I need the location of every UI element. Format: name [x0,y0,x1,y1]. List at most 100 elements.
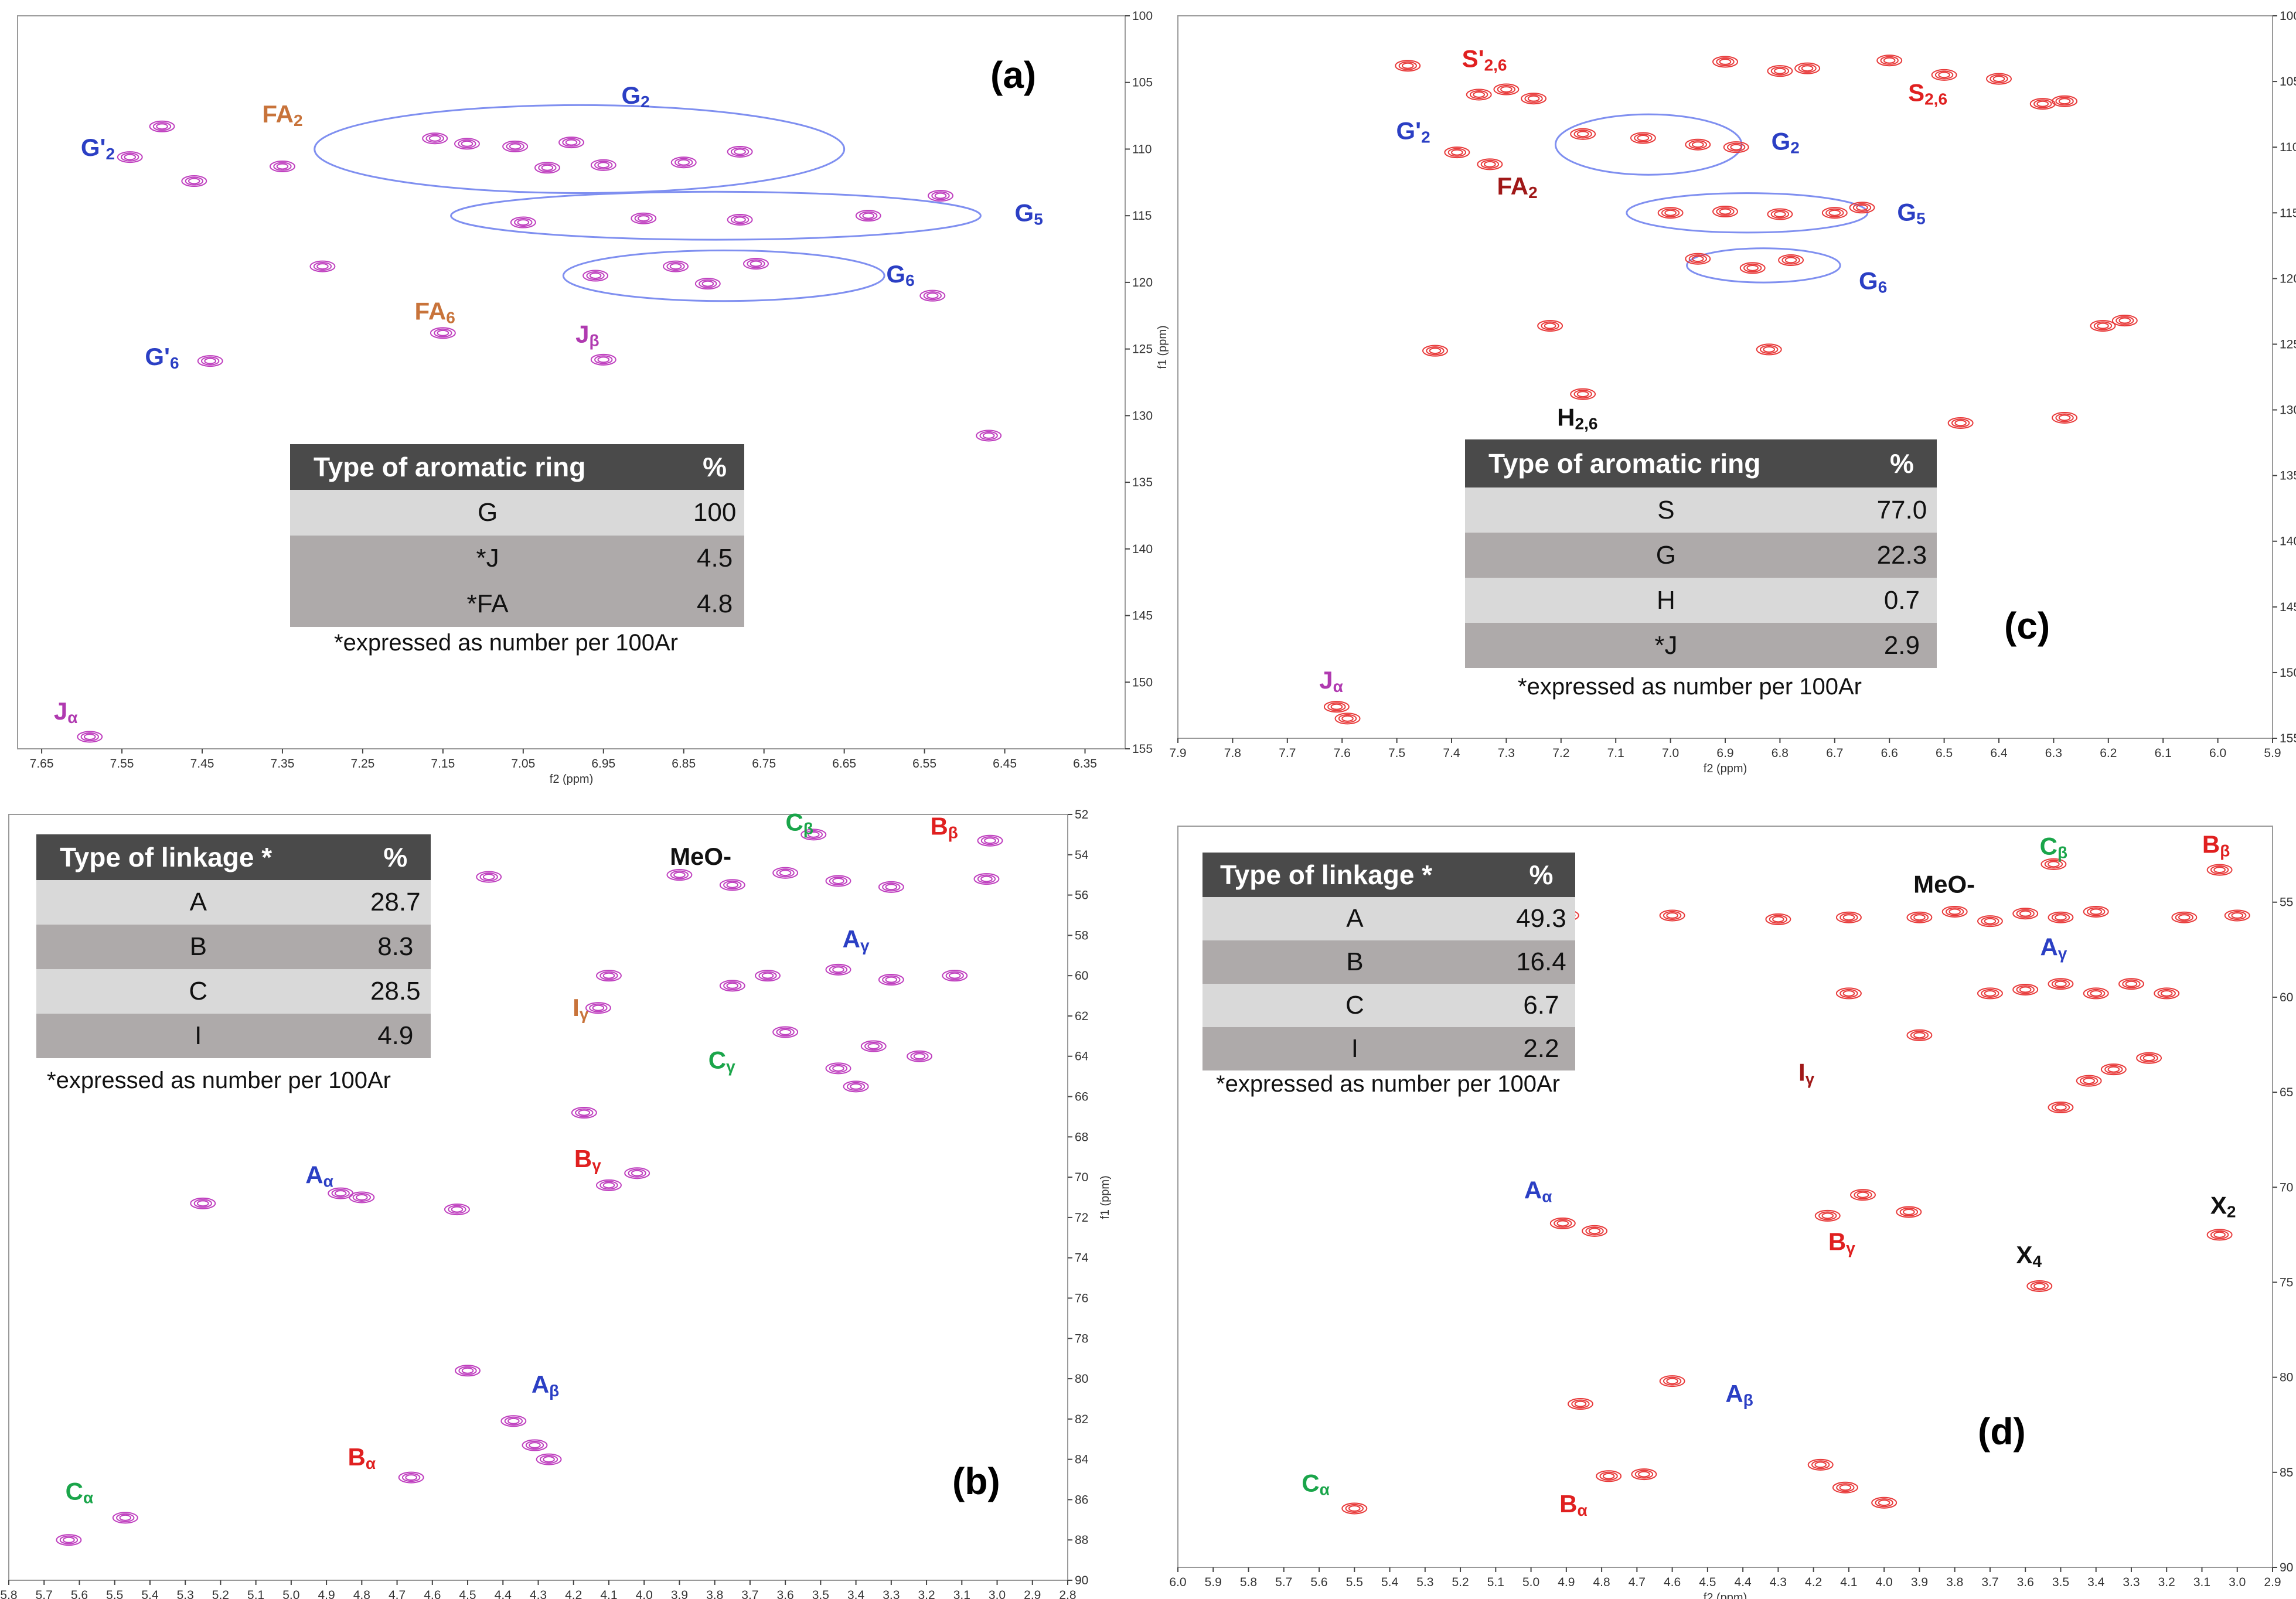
nmr-peak [181,175,207,187]
nmr-peak [1567,1398,1593,1410]
nmr-peak [500,1415,527,1427]
peak-label: MeO- [1913,871,1975,898]
table-d-footnote: *expressed as number per 100Ar [1216,1071,1560,1097]
x-tick-label: 4.4 [495,1588,512,1599]
table-c-header-type: Type of aromatic ring [1465,439,1867,487]
x-tick-label: 5.5 [1346,1576,1363,1589]
peak-label: Cβ [786,809,813,838]
region-ellipse-G5 [450,190,982,241]
nmr-peak [1395,60,1421,72]
y-tick-label: 52 [1075,808,1088,821]
x-tick-label: 5.3 [177,1588,194,1599]
x-tick-label: 4.7 [1629,1576,1646,1589]
nmr-peak [624,1167,650,1179]
y-tick-label: 84 [1075,1453,1089,1467]
table-a-cell: 4.5 [685,536,744,581]
table-a-cell: *J [290,536,686,581]
y-tick-label: 155 [1132,742,1153,756]
region-ellipse-G6 [1686,247,1841,284]
nmr-peak [582,270,609,282]
nmr-peak [719,980,745,992]
nmr-peak [1814,1209,1841,1222]
table-c-cell: *J [1465,623,1867,668]
nmr-peak [666,869,693,881]
nmr-peak [2090,320,2116,332]
y-tick-label: 80 [1075,1372,1088,1386]
x-tick-label: 7.1 [1607,746,1624,760]
nmr-peak [595,1179,622,1191]
nmr-peak [1596,1470,1622,1482]
nmr-peak [1323,701,1350,713]
nmr-peak [2083,905,2109,918]
nmr-peak [631,212,657,224]
nmr-peak [928,190,953,202]
table-b: Type of linkage *% A 28.7 B 8.3 C 28.5 I 4.9 [36,834,431,1058]
y-tick-label: 58 [1075,929,1088,942]
y-tick-label: 56 [1075,889,1088,902]
x-tick-label: 7.65 [30,757,54,770]
table-b-cell: C [36,969,360,1014]
x-tick-label: 5.4 [141,1588,159,1599]
region-ellipse-G2 [314,104,846,195]
y-tick-label: 66 [1075,1090,1088,1104]
nmr-peak [558,137,584,149]
y-tick-label: 76 [1075,1291,1088,1305]
nmr-peak [522,1439,548,1451]
peak-label: Aα [305,1161,333,1190]
peak-label: G2 [621,81,649,111]
peak-label: Cγ [708,1046,735,1075]
nmr-peak [1477,158,1503,171]
nmr-peak [1422,345,1448,357]
x-tick-label: 5.4 [1381,1576,1399,1589]
nmr-peak [2040,858,2067,870]
x-tick-label: 5.2 [1452,1576,1469,1589]
nmr-peak [1685,138,1711,151]
x-tick-label: 7.05 [511,757,535,770]
nmr-peak [1906,911,1933,923]
nmr-peak [536,1453,562,1465]
peak-label: Bβ [2202,830,2230,860]
nmr-peak [907,1050,933,1062]
y-tick-label: 64 [1075,1050,1089,1063]
table-b-cell: 4.9 [360,1014,431,1058]
nmr-peak [1685,253,1711,265]
panel-tag: (b) [952,1460,1000,1502]
x-tick-label: 5.9 [1205,1576,1222,1589]
nmr-peak [1659,909,1685,922]
panel-tag: (d) [1978,1410,2026,1453]
nmr-peak [860,1040,887,1052]
y-tick-label: 75 [2280,1276,2293,1289]
nmr-peak [1849,202,1875,214]
x-tick-label: 3.7 [741,1588,758,1599]
nmr-peak [919,289,946,302]
x-tick-label: 4.6 [424,1588,441,1599]
nmr-peak [727,214,753,226]
nmr-peak [595,970,622,982]
peak-label: Cα [66,1477,94,1506]
peak-label: Jα [54,697,78,727]
nmr-peak [1794,62,1821,74]
x-tick-label: 4.2 [565,1588,582,1599]
peak-label: Cβ [2040,833,2067,862]
nmr-peak [190,1197,216,1209]
table-b-cell: A [36,880,360,925]
y-tick-label: 125 [1132,343,1153,356]
x-tick-label: 6.75 [752,757,776,770]
table-d: Type of linkage *% A 49.3 B 16.4 C 6.7 I 2.2 [1202,853,1575,1070]
x-tick-label: 7.7 [1279,746,1296,760]
nmr-peak [2052,411,2078,424]
table-d-cell: B [1202,940,1507,984]
y-axis-label: f1 (ppm) [1099,1175,1112,1219]
y-tick-label: 105 [2280,75,2296,88]
y-tick-label: 135 [2280,469,2296,483]
y-tick-label: 60 [2280,991,2293,1004]
x-tick-label: 6.5 [1936,746,1953,760]
x-tick-label: 5.9 [2264,746,2281,760]
y-tick-label: 55 [2280,896,2293,909]
y-tick-label: 54 [1075,848,1089,862]
nmr-peak [973,873,1000,885]
x-tick-label: 3.3 [2123,1576,2140,1589]
x-tick-label: 5.5 [106,1588,123,1599]
nmr-peak [694,278,721,290]
nmr-peak [112,1512,138,1524]
